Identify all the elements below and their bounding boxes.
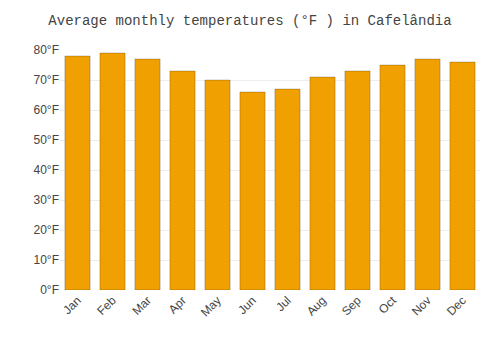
svg-text:50°F: 50°F bbox=[34, 133, 59, 147]
svg-text:Jul: Jul bbox=[273, 293, 294, 314]
svg-text:Oct: Oct bbox=[376, 293, 400, 317]
svg-text:Jun: Jun bbox=[235, 293, 259, 317]
svg-text:Aug: Aug bbox=[304, 293, 329, 318]
svg-text:Nov: Nov bbox=[409, 293, 434, 318]
svg-text:20°F: 20°F bbox=[34, 223, 59, 237]
svg-text:10°F: 10°F bbox=[34, 253, 59, 267]
svg-text:Mar: Mar bbox=[129, 293, 154, 318]
svg-text:Feb: Feb bbox=[94, 293, 119, 318]
svg-text:0°F: 0°F bbox=[40, 283, 59, 297]
svg-text:70°F: 70°F bbox=[34, 73, 59, 87]
svg-text:Dec: Dec bbox=[444, 293, 469, 318]
svg-text:Average monthly temperatures (: Average monthly temperatures (°F ) in Ca… bbox=[48, 13, 451, 29]
svg-text:Sep: Sep bbox=[339, 293, 364, 318]
svg-text:May: May bbox=[198, 293, 224, 319]
svg-text:30°F: 30°F bbox=[34, 193, 59, 207]
svg-text:80°F: 80°F bbox=[34, 43, 59, 57]
svg-text:60°F: 60°F bbox=[34, 103, 59, 117]
svg-text:Apr: Apr bbox=[166, 293, 189, 316]
svg-text:Jan: Jan bbox=[60, 293, 84, 317]
svg-text:40°F: 40°F bbox=[34, 163, 59, 177]
